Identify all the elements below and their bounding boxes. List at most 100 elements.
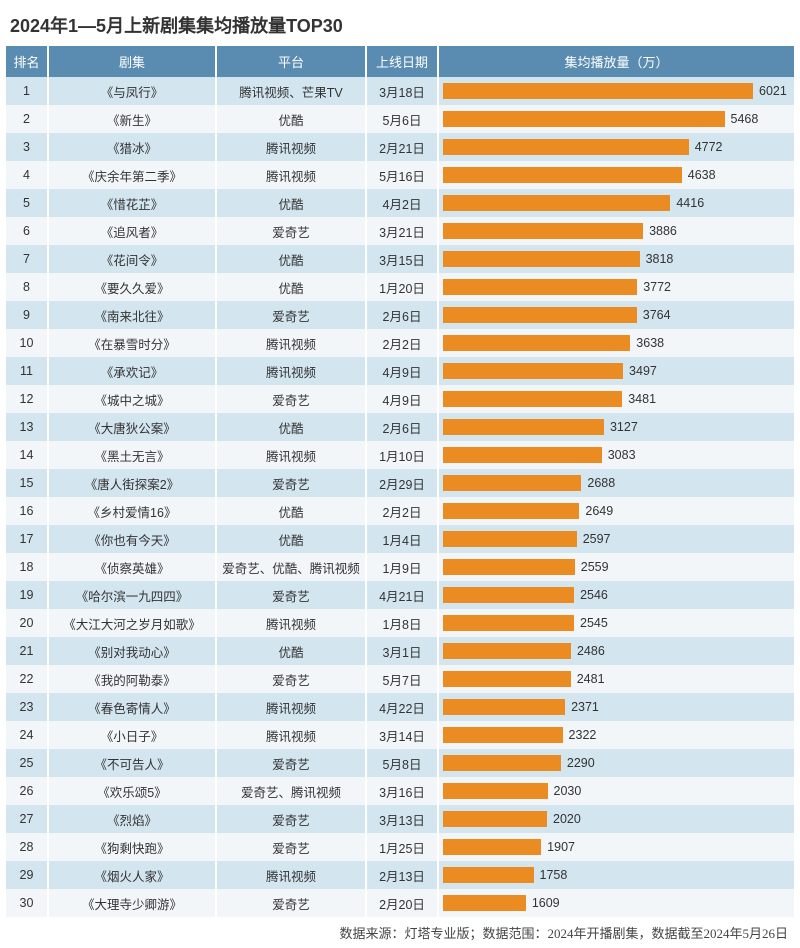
cell-title: 《大理寺少卿游》 bbox=[48, 889, 216, 917]
cell-platform: 爱奇艺 bbox=[216, 217, 366, 245]
table-row: 28《狗剩快跑》爱奇艺1月25日1907 bbox=[6, 833, 794, 861]
cell-play: 4638 bbox=[438, 161, 794, 189]
play-bar bbox=[443, 139, 689, 155]
cell-title: 《春色寄情人》 bbox=[48, 693, 216, 721]
cell-date: 2月2日 bbox=[366, 329, 438, 357]
cell-rank: 5 bbox=[6, 189, 48, 217]
table-row: 17《你也有今天》优酷1月4日2597 bbox=[6, 525, 794, 553]
cell-title: 《我的阿勒泰》 bbox=[48, 665, 216, 693]
play-value: 2371 bbox=[565, 700, 599, 714]
play-bar bbox=[443, 587, 574, 603]
cell-title: 《不可告人》 bbox=[48, 749, 216, 777]
cell-platform: 爱奇艺 bbox=[216, 469, 366, 497]
cell-play: 3638 bbox=[438, 329, 794, 357]
play-value: 4416 bbox=[670, 196, 704, 210]
cell-platform: 爱奇艺 bbox=[216, 665, 366, 693]
cell-rank: 26 bbox=[6, 777, 48, 805]
cell-date: 3月1日 bbox=[366, 637, 438, 665]
cell-date: 5月7日 bbox=[366, 665, 438, 693]
cell-platform: 优酷 bbox=[216, 273, 366, 301]
cell-rank: 21 bbox=[6, 637, 48, 665]
play-value: 3818 bbox=[640, 252, 674, 266]
table-row: 15《唐人街探案2》爱奇艺2月29日2688 bbox=[6, 469, 794, 497]
cell-platform: 优酷 bbox=[216, 637, 366, 665]
cell-play: 2030 bbox=[438, 777, 794, 805]
table-row: 19《哈尔滨一九四四》爱奇艺4月21日2546 bbox=[6, 581, 794, 609]
play-value: 2481 bbox=[571, 672, 605, 686]
play-value: 2649 bbox=[579, 504, 613, 518]
cell-date: 2月29日 bbox=[366, 469, 438, 497]
cell-date: 2月2日 bbox=[366, 497, 438, 525]
cell-title: 《大江大河之岁月如歌》 bbox=[48, 609, 216, 637]
cell-date: 1月25日 bbox=[366, 833, 438, 861]
play-value: 2688 bbox=[581, 476, 615, 490]
play-bar bbox=[443, 111, 725, 127]
play-bar bbox=[443, 839, 541, 855]
cell-play: 4772 bbox=[438, 133, 794, 161]
play-bar bbox=[443, 755, 561, 771]
play-value: 2486 bbox=[571, 644, 605, 658]
play-bar bbox=[443, 811, 547, 827]
cell-title: 《黑土无言》 bbox=[48, 441, 216, 469]
cell-rank: 20 bbox=[6, 609, 48, 637]
play-value: 2322 bbox=[563, 728, 597, 742]
cell-title: 《烈焰》 bbox=[48, 805, 216, 833]
cell-play: 2559 bbox=[438, 553, 794, 581]
cell-platform: 腾讯视频 bbox=[216, 861, 366, 889]
cell-platform: 腾讯视频 bbox=[216, 133, 366, 161]
play-value: 3638 bbox=[630, 336, 664, 350]
table-row: 12《城中之城》爱奇艺4月9日3481 bbox=[6, 385, 794, 413]
cell-title: 《城中之城》 bbox=[48, 385, 216, 413]
cell-rank: 19 bbox=[6, 581, 48, 609]
cell-platform: 腾讯视频 bbox=[216, 441, 366, 469]
cell-date: 2月20日 bbox=[366, 889, 438, 917]
cell-platform: 腾讯视频 bbox=[216, 693, 366, 721]
cell-date: 3月21日 bbox=[366, 217, 438, 245]
cell-title: 《别对我动心》 bbox=[48, 637, 216, 665]
play-bar bbox=[443, 167, 682, 183]
play-bar bbox=[443, 643, 571, 659]
table-row: 3《猎冰》腾讯视频2月21日4772 bbox=[6, 133, 794, 161]
cell-rank: 3 bbox=[6, 133, 48, 161]
table-row: 10《在暴雪时分》腾讯视频2月2日3638 bbox=[6, 329, 794, 357]
cell-rank: 30 bbox=[6, 889, 48, 917]
play-bar bbox=[443, 391, 622, 407]
cell-play: 2290 bbox=[438, 749, 794, 777]
cell-rank: 11 bbox=[6, 357, 48, 385]
col-header-platform: 平台 bbox=[216, 46, 366, 77]
cell-platform: 腾讯视频、芒果TV bbox=[216, 77, 366, 105]
cell-date: 4月2日 bbox=[366, 189, 438, 217]
table-row: 25《不可告人》爱奇艺5月8日2290 bbox=[6, 749, 794, 777]
cell-play: 3127 bbox=[438, 413, 794, 441]
cell-platform: 爱奇艺 bbox=[216, 889, 366, 917]
table-row: 14《黑土无言》腾讯视频1月10日3083 bbox=[6, 441, 794, 469]
cell-play: 4416 bbox=[438, 189, 794, 217]
cell-platform: 爱奇艺 bbox=[216, 385, 366, 413]
table-row: 23《春色寄情人》腾讯视频4月22日2371 bbox=[6, 693, 794, 721]
play-value: 3772 bbox=[637, 280, 671, 294]
cell-play: 1758 bbox=[438, 861, 794, 889]
cell-title: 《猎冰》 bbox=[48, 133, 216, 161]
play-value: 1609 bbox=[526, 896, 560, 910]
play-value: 2290 bbox=[561, 756, 595, 770]
cell-title: 《哈尔滨一九四四》 bbox=[48, 581, 216, 609]
play-value: 2559 bbox=[575, 560, 609, 574]
cell-play: 2481 bbox=[438, 665, 794, 693]
table-row: 4《庆余年第二季》腾讯视频5月16日4638 bbox=[6, 161, 794, 189]
cell-play: 1609 bbox=[438, 889, 794, 917]
cell-play: 2688 bbox=[438, 469, 794, 497]
cell-rank: 8 bbox=[6, 273, 48, 301]
play-bar bbox=[443, 895, 526, 911]
cell-date: 4月9日 bbox=[366, 385, 438, 413]
cell-play: 2546 bbox=[438, 581, 794, 609]
play-value: 3083 bbox=[602, 448, 636, 462]
table-row: 21《别对我动心》优酷3月1日 2486 bbox=[6, 637, 794, 665]
cell-rank: 9 bbox=[6, 301, 48, 329]
play-bar bbox=[443, 363, 623, 379]
play-bar bbox=[443, 727, 563, 743]
play-value: 2597 bbox=[577, 532, 611, 546]
cell-rank: 22 bbox=[6, 665, 48, 693]
play-value: 2020 bbox=[547, 812, 581, 826]
cell-title: 《庆余年第二季》 bbox=[48, 161, 216, 189]
play-value: 2546 bbox=[574, 588, 608, 602]
